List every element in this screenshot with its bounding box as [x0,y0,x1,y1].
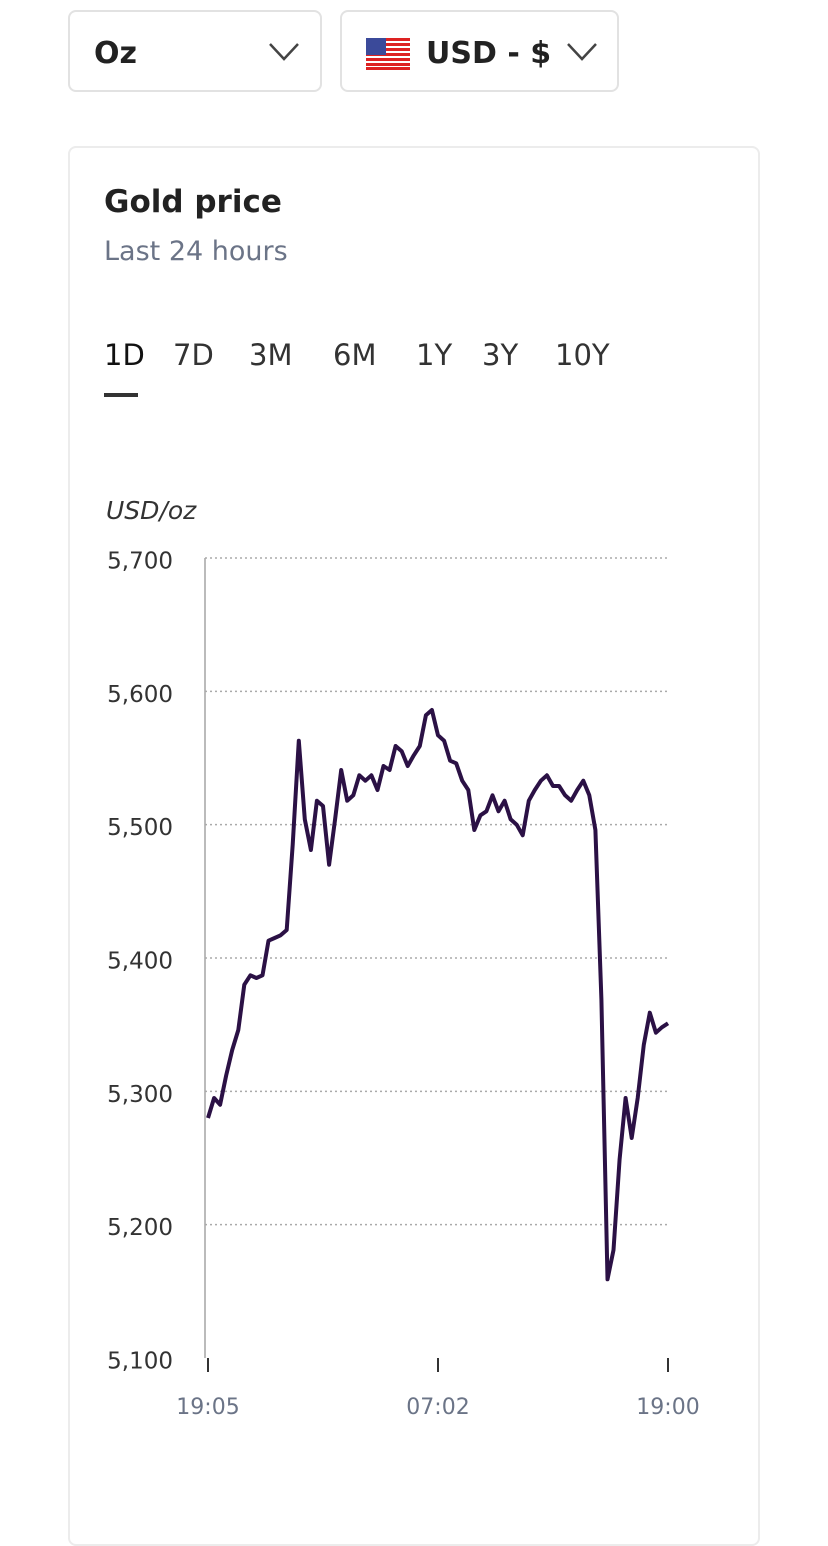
us-flag [366,38,410,70]
chart: USD/oz 5,100 5,200 5,300 5,400 5,500 5,600 5,7… [106,496,700,1420]
tab[interactable]: 1Y [416,338,453,372]
unit-select[interactable]: Oz [68,10,322,92]
x-tick-label: 07:02 [406,1395,469,1420]
card-title: Gold price [104,184,282,220]
y-tick-label: 5,200 [107,1215,173,1241]
chevron [567,43,597,61]
currency-select[interactable]: USD - $ [340,10,619,92]
tab[interactable]: 7D [173,338,214,372]
y-tick-label: 5,700 [107,549,173,575]
card-subtitle: Last 24 hours [104,236,288,267]
y-tick-label: 5,600 [107,682,173,708]
active-tab-underline [104,393,138,397]
x-tick-label: 19:05 [176,1395,239,1420]
y-tick-label: 5,100 [107,1349,173,1375]
y-axis-label: USD/oz [106,496,197,525]
chevron [269,43,299,61]
x-tick-label: 19:00 [636,1395,699,1420]
y-tick-label: 5,400 [107,949,173,975]
y-tick-label: 5,500 [107,815,173,841]
currency-label: USD - $ [426,36,552,71]
page: Oz USD - $ Gold price Last 24 hours 1D 7D… [68,10,760,1546]
unit-label: Oz [94,36,137,71]
tab[interactable]: 10Y [555,338,610,372]
tab[interactable]: 1D [104,338,145,372]
price-line [206,708,670,1282]
tab[interactable]: 3Y [482,338,519,372]
tab[interactable]: 6M [333,338,377,372]
tab[interactable]: 3M [249,338,293,372]
y-tick-label: 5,300 [107,1082,173,1108]
